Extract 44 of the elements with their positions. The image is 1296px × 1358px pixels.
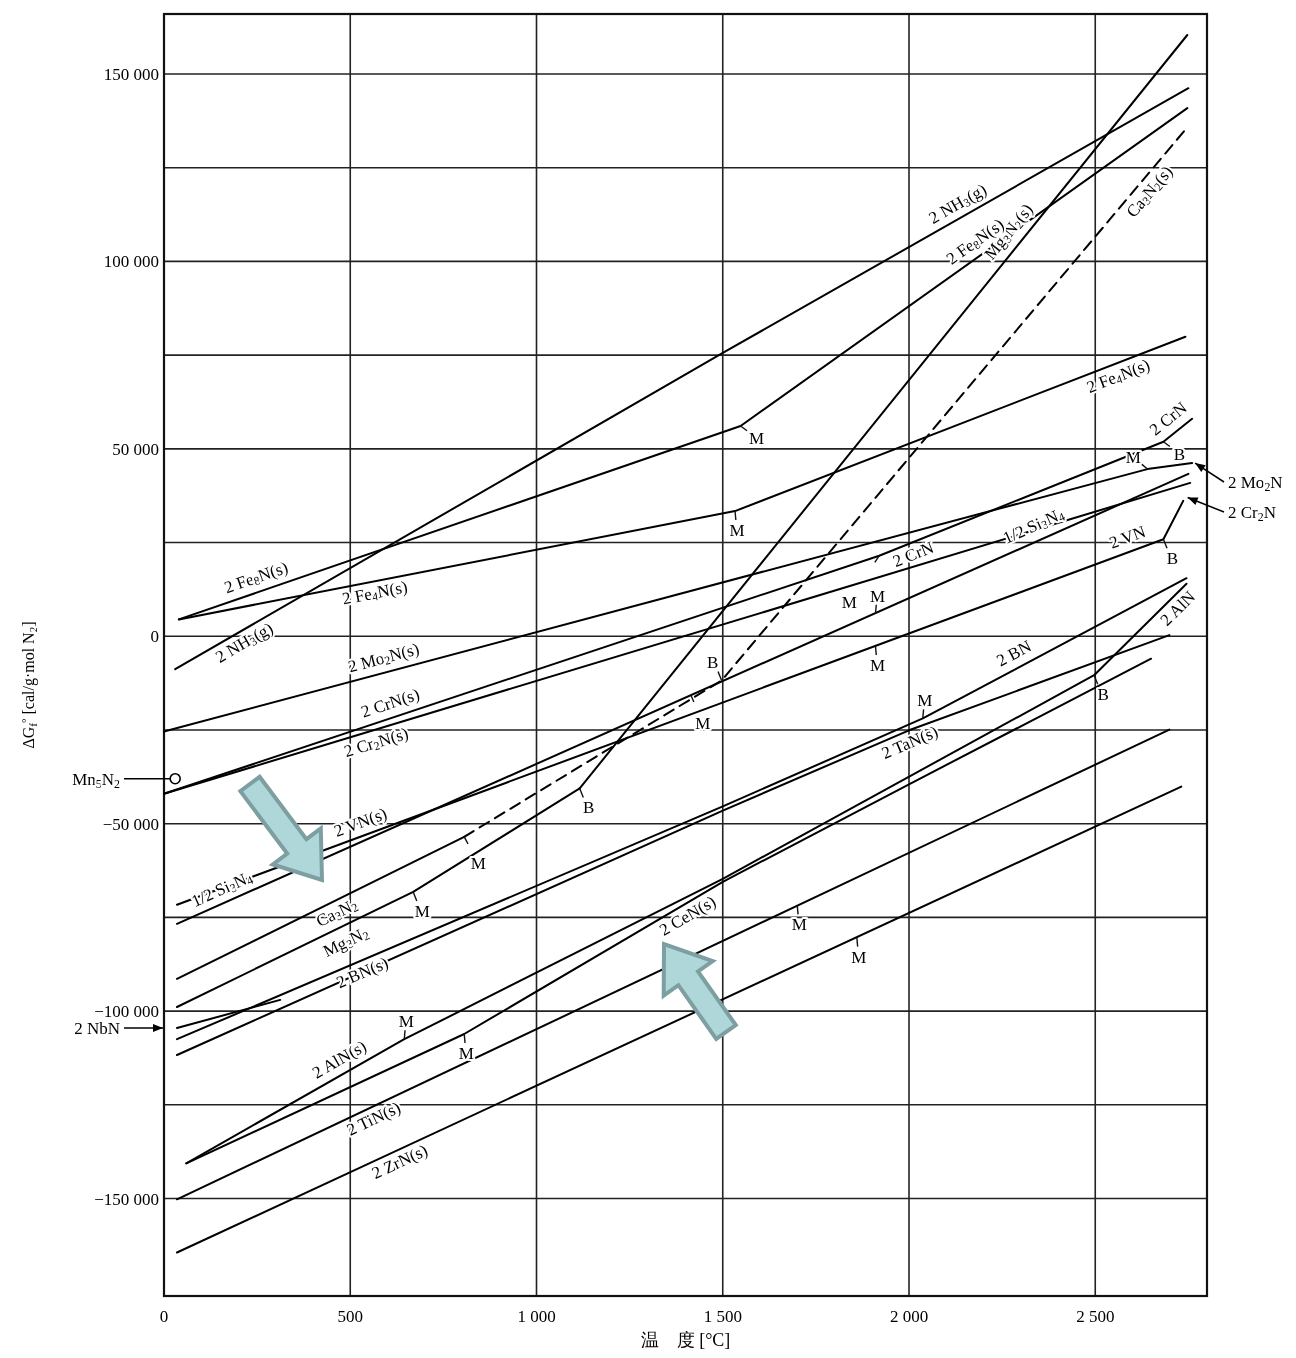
annotation: M [749, 428, 765, 448]
annotation: B [1173, 444, 1186, 464]
y-tick-label: 150 000 [103, 64, 159, 84]
text: 2 BN(s) [333, 953, 391, 993]
text: 2 CrN(s) [358, 684, 422, 722]
x-tick-label: 500 [337, 1307, 363, 1326]
annotation: B [583, 798, 595, 818]
annotation: 2 CrN [1145, 398, 1191, 440]
annotation: M [695, 713, 711, 733]
annotation: 2 CrN [890, 537, 937, 571]
annotation: M [458, 1043, 474, 1063]
y-tick-label: 100 000 [103, 252, 159, 272]
text: 2 TaN(s) [878, 721, 941, 763]
annotation: M [1125, 448, 1141, 468]
legend-label: Mn$_{5}$N$_{2}$ [72, 769, 121, 791]
annotation: M [869, 586, 886, 606]
x-tick-label: 2 000 [889, 1307, 929, 1326]
annotation: M [841, 592, 857, 612]
x-tick-label: 2 500 [1076, 1307, 1115, 1326]
annotation: 2 Mo$_{2}$N [1228, 473, 1283, 494]
y-tick-label: −50 000 [102, 814, 159, 834]
text: 2 ZrN(s) [368, 1140, 431, 1183]
x-tick-label: 1 000 [517, 1307, 556, 1326]
text: 2 VN(s) [331, 803, 390, 841]
annotation: M [470, 853, 486, 873]
y-tick-label: 50 000 [112, 439, 159, 459]
text: 2 TiN(s) [343, 1097, 404, 1140]
annotation: M [398, 1012, 414, 1032]
annotation: M [729, 521, 745, 541]
y-tick-label: −150 000 [94, 1189, 159, 1209]
y-tick-label: 0 [150, 627, 159, 647]
annotation: M [917, 691, 933, 711]
annotation: 2 VN [1106, 521, 1149, 553]
x-axis-title: 温 度 [°C] [640, 1330, 731, 1350]
annotation: 2 Cr$_{2}$N [1228, 503, 1276, 524]
annotation: B [1097, 685, 1109, 705]
annotation: B [1166, 549, 1179, 569]
annotation: M [869, 656, 886, 675]
annotation: M [414, 901, 430, 921]
annotation: M [851, 947, 867, 967]
annotation: M [791, 915, 807, 935]
annotation: 2 BN [993, 636, 1035, 671]
x-tick-label: 1 500 [703, 1307, 742, 1326]
annotation: B [706, 653, 719, 673]
